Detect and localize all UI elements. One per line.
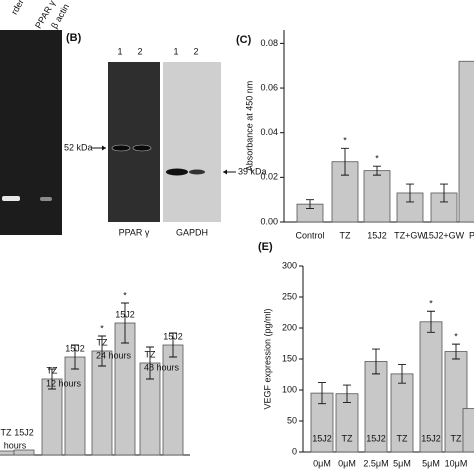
panel-label: (C) xyxy=(236,34,252,46)
bar-label: 15J2 xyxy=(421,433,441,443)
bar xyxy=(363,170,391,223)
bar xyxy=(91,350,113,456)
panel-label: (E) xyxy=(258,241,273,253)
bar-label: TZ xyxy=(97,337,108,347)
error-bar xyxy=(318,382,326,405)
error-bar xyxy=(121,302,129,344)
error-bar xyxy=(440,183,448,203)
error-bar xyxy=(372,348,380,375)
significance-mark: * xyxy=(429,299,433,309)
significance-mark: * xyxy=(123,290,127,300)
bar xyxy=(462,408,474,453)
y-tick-label: 0.04 xyxy=(260,127,278,137)
error-bar xyxy=(452,343,460,360)
x-tick-label: 10μM xyxy=(445,458,468,468)
error-bar xyxy=(146,346,154,380)
x-tick-label: 0μM xyxy=(338,458,356,468)
error-bar xyxy=(98,335,106,367)
bar-label: TZ xyxy=(342,433,353,443)
x-tick-label: TZ xyxy=(340,230,351,240)
bar xyxy=(458,60,474,223)
bar-label: 15J2 xyxy=(14,427,34,437)
significance-mark: * xyxy=(454,331,458,341)
y-tick-label: 0.08 xyxy=(260,38,278,48)
lane-number: 1 xyxy=(173,46,178,56)
significance-mark: * xyxy=(375,154,379,164)
lane-number: 2 xyxy=(193,46,198,56)
error-bar xyxy=(343,384,351,403)
error-bar xyxy=(373,165,381,176)
bar-label: TZ xyxy=(47,365,58,375)
x-tick-label: 5μM xyxy=(422,458,440,468)
error-bar xyxy=(341,147,349,176)
lane-number: 1 xyxy=(117,46,122,56)
error-bar xyxy=(71,344,79,370)
y-tick-label: 150 xyxy=(282,353,297,363)
blot-label: PPAR γ xyxy=(119,227,150,237)
gel-band xyxy=(2,196,20,201)
group-label: hours xyxy=(4,440,27,450)
y-axis-label: Absorbance at 450 nm xyxy=(244,81,254,172)
gel-band xyxy=(40,197,52,201)
bar-label: 15J2 xyxy=(115,309,135,319)
bar xyxy=(41,378,63,456)
lane-number: 2 xyxy=(137,46,142,56)
error-bar xyxy=(427,310,435,333)
arrow-head xyxy=(223,169,227,175)
y-tick-label: 0 xyxy=(292,446,297,456)
y-tick-label: 0.02 xyxy=(260,172,278,182)
bar-label: 15J2 xyxy=(312,433,332,443)
bar-label: 15J2 xyxy=(366,433,386,443)
y-tick-label: 300 xyxy=(282,260,297,270)
lane-label: rder xyxy=(9,0,26,16)
blot xyxy=(163,62,221,222)
error-bar xyxy=(398,364,406,384)
bar xyxy=(13,449,35,456)
x-tick-label: 5μM xyxy=(393,458,411,468)
x-tick-label: 15J2+GW xyxy=(424,230,465,240)
error-bar xyxy=(48,368,56,390)
y-tick-label: 0.00 xyxy=(260,216,278,226)
marker-label: 52 kDa xyxy=(64,142,93,152)
x-tick-label: 0μM xyxy=(313,458,331,468)
panel-label: (B) xyxy=(66,32,82,44)
y-tick-label: 50 xyxy=(287,415,297,425)
y-tick-label: 100 xyxy=(282,384,297,394)
y-tick-label: 250 xyxy=(282,291,297,301)
bar-label: TZ xyxy=(145,349,156,359)
x-tick-label: 2.5μM xyxy=(363,458,388,468)
group-label: 48 hours xyxy=(144,362,180,372)
error-bar xyxy=(306,199,314,210)
significance-mark: * xyxy=(100,323,104,333)
marker-label: 39 kDa xyxy=(238,166,267,176)
gel xyxy=(0,30,62,235)
x-tick-label: 15J2 xyxy=(367,230,387,240)
error-bar xyxy=(406,183,414,203)
group-label: 12 hours xyxy=(46,378,82,388)
bar-label: TZ xyxy=(397,433,408,443)
blot-band xyxy=(132,144,152,152)
arrow-head xyxy=(102,145,106,151)
x-tick-label: Control xyxy=(295,230,324,240)
significance-mark: * xyxy=(343,136,347,146)
bar-label: 15J2 xyxy=(163,331,183,341)
y-axis-label: VEGF expression (pg/ml) xyxy=(262,308,272,409)
blot-band xyxy=(189,169,205,175)
group-label: 24 hours xyxy=(96,350,132,360)
bar-label: 15J2 xyxy=(65,343,85,353)
bar-label: TZ xyxy=(451,433,462,443)
bar-label: TZ xyxy=(1,427,12,437)
bar xyxy=(64,356,86,456)
error-bar xyxy=(169,332,177,358)
x-tick-label: TZ+GW xyxy=(394,230,426,240)
blot xyxy=(108,62,160,222)
x-tick-label: P xyxy=(469,230,474,240)
blot-band xyxy=(166,168,188,176)
blot-band xyxy=(111,144,131,152)
blot-label: GAPDH xyxy=(176,227,208,237)
y-tick-label: 200 xyxy=(282,322,297,332)
y-tick-label: 0.06 xyxy=(260,82,278,92)
